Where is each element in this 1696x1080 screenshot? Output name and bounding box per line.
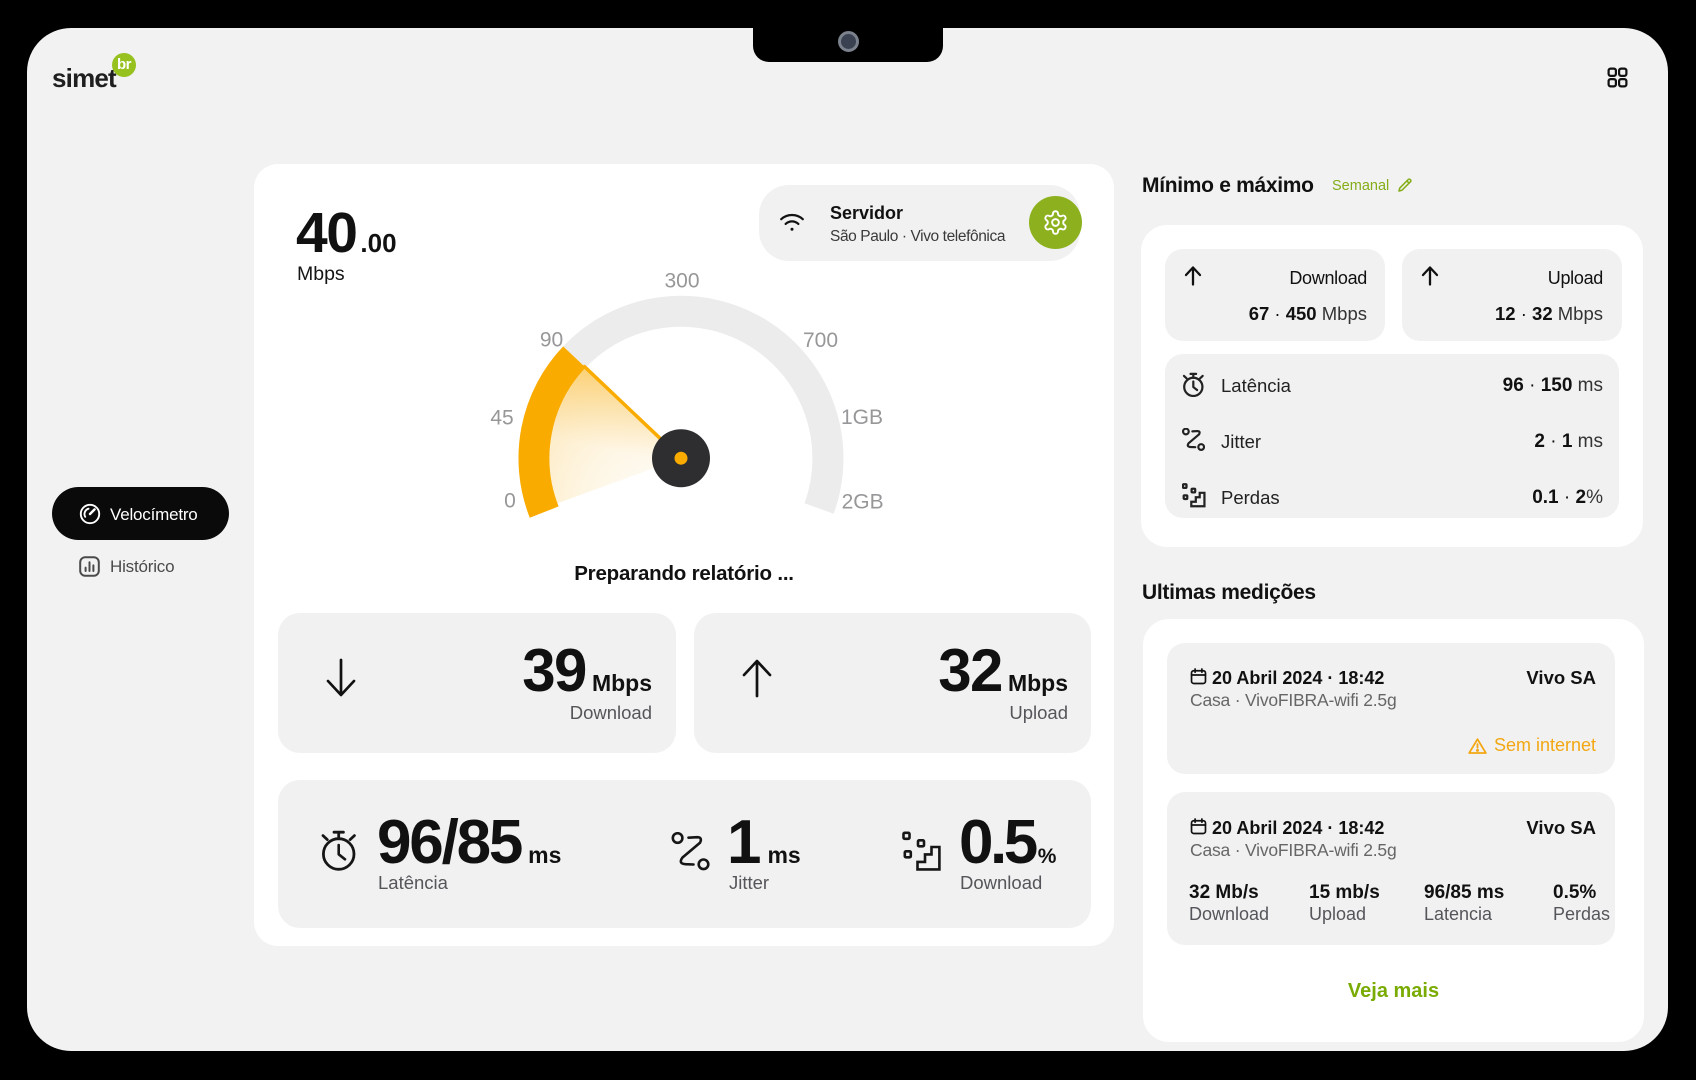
svg-text:300: 300	[664, 270, 699, 293]
svg-text:700: 700	[803, 329, 838, 352]
svg-text:45: 45	[490, 407, 513, 430]
svg-text:1GB: 1GB	[841, 406, 883, 429]
svg-text:0: 0	[504, 490, 516, 513]
svg-text:90: 90	[540, 329, 563, 352]
svg-text:2GB: 2GB	[842, 491, 884, 514]
